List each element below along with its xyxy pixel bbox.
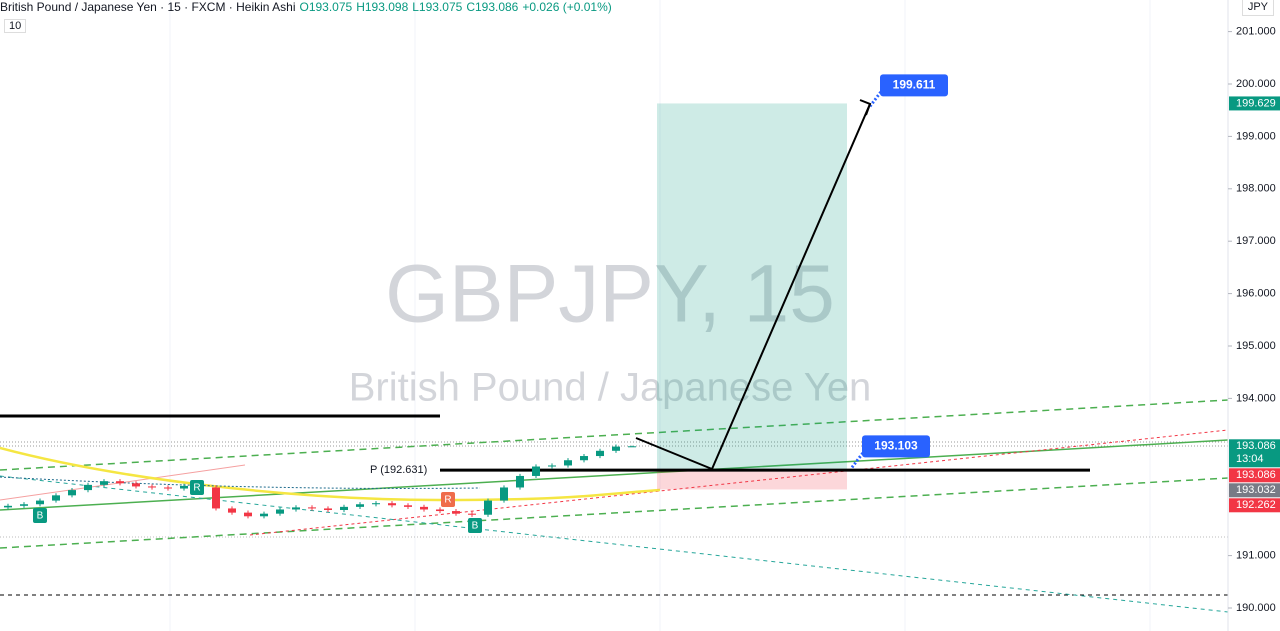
candle-body bbox=[260, 513, 268, 517]
candle-body bbox=[484, 500, 492, 515]
projection-arrow bbox=[635, 103, 871, 471]
price-label-box bbox=[1229, 439, 1280, 468]
y-tick-label: 197.000 bbox=[1236, 235, 1276, 247]
position: P (192.631) 199.611 193.103 bbox=[370, 74, 1090, 490]
moving-average bbox=[0, 446, 661, 502]
stop-zone bbox=[657, 470, 847, 490]
watermark-ticker: GBPJPY, 15 bbox=[385, 249, 835, 340]
candle-body bbox=[452, 511, 460, 514]
candle-body bbox=[148, 486, 156, 488]
ohlc: H193.098 bbox=[356, 0, 409, 14]
y-tick-label: 198.000 bbox=[1236, 183, 1276, 195]
candle-body bbox=[548, 465, 556, 467]
candle-body bbox=[580, 456, 588, 461]
signal: R bbox=[193, 483, 200, 494]
callout-label: 199.611 bbox=[893, 78, 936, 92]
candle-body bbox=[356, 504, 364, 507]
candle-body bbox=[596, 450, 604, 457]
callout-box bbox=[862, 435, 930, 458]
candle-body bbox=[420, 506, 428, 510]
moving-average bbox=[0, 476, 481, 489]
price-label-box bbox=[1229, 468, 1280, 483]
candle-body bbox=[84, 484, 92, 491]
ohlc: L193.075 bbox=[412, 0, 463, 14]
price-label: 193.086 bbox=[1236, 440, 1276, 452]
ohlc: C193.086 bbox=[466, 0, 519, 14]
channel-bottom bbox=[0, 477, 1229, 549]
candle-body bbox=[612, 446, 620, 451]
candle-body bbox=[404, 505, 412, 507]
candle-body bbox=[68, 490, 76, 496]
target-zone bbox=[657, 103, 847, 471]
y-tick-label: 200.000 bbox=[1236, 78, 1276, 90]
header: British Pound / Japanese Yen · 15 · FXCM… bbox=[0, 0, 616, 14]
candle-body bbox=[628, 446, 636, 448]
price-label-box bbox=[1229, 498, 1280, 513]
candle-body bbox=[228, 508, 236, 513]
y-tick-label: 194.000 bbox=[1236, 392, 1276, 404]
currency-button[interactable]: JPY bbox=[1241, 0, 1274, 16]
arrowhead bbox=[859, 99, 872, 116]
price-axis: 190.000 191.000 194.000 195.000 196.000 197.0… bbox=[1228, 26, 1280, 614]
candle-body bbox=[516, 475, 524, 488]
watermark-name: British Pound / Japanese Yen bbox=[349, 366, 872, 410]
price-label: 193.086 bbox=[1236, 469, 1276, 481]
candle-body bbox=[308, 507, 316, 509]
candle-body bbox=[372, 503, 380, 505]
trend-line bbox=[0, 475, 1229, 613]
candle-body bbox=[388, 503, 396, 506]
grid bbox=[169, 0, 1151, 631]
candle-body bbox=[340, 506, 348, 511]
signals: B R R B bbox=[33, 480, 482, 533]
candle-body bbox=[36, 500, 44, 505]
y-tick-label: 191.000 bbox=[1236, 550, 1276, 562]
trend-line bbox=[249, 429, 1229, 536]
y-tick-label: 190.000 bbox=[1236, 602, 1276, 614]
candles bbox=[4, 444, 636, 519]
candle-body bbox=[564, 460, 572, 466]
candle-body bbox=[276, 509, 284, 514]
candle-body bbox=[164, 487, 172, 489]
candle-body bbox=[532, 466, 540, 476]
candle-body bbox=[20, 504, 28, 506]
price-label-box bbox=[1229, 96, 1280, 111]
price-label: 199.629 bbox=[1236, 97, 1276, 109]
symbol: British Pound / Japanese Yen · 15 · FXCM… bbox=[0, 0, 296, 14]
y-tick-label: 199.000 bbox=[1236, 130, 1276, 142]
pivot-label: P (192.631) bbox=[370, 464, 427, 476]
callout-box bbox=[880, 74, 948, 97]
candle-body bbox=[4, 505, 12, 508]
price-label-box bbox=[1229, 483, 1280, 498]
channel-mid bbox=[0, 439, 1229, 511]
price-label: 193.032 bbox=[1236, 484, 1276, 496]
candle-body bbox=[468, 513, 476, 515]
candle-body bbox=[212, 487, 220, 509]
y-tick-label: 196.000 bbox=[1236, 288, 1276, 300]
y-tick-label: 195.000 bbox=[1236, 340, 1276, 352]
price-label-time: 13:04 bbox=[1236, 453, 1264, 465]
candle-body bbox=[180, 485, 188, 489]
callout-label: 193.103 bbox=[874, 439, 918, 453]
candle-body bbox=[324, 508, 332, 511]
candle-body bbox=[244, 512, 252, 517]
channel-top bbox=[0, 399, 1229, 471]
signal: R bbox=[444, 495, 451, 506]
candle-body bbox=[100, 481, 108, 485]
price-label: 192.262 bbox=[1236, 499, 1276, 511]
candle-body bbox=[52, 495, 60, 501]
indicator-toggle[interactable]: 10 bbox=[4, 19, 27, 33]
candle-body bbox=[292, 507, 300, 510]
ohlc: +0.026 (+0.01%) bbox=[522, 0, 612, 14]
y-tick-label: 201.000 bbox=[1236, 26, 1276, 38]
candle-body bbox=[500, 487, 508, 501]
signal: B bbox=[472, 521, 479, 532]
ohlc: O193.075 bbox=[299, 0, 353, 14]
candle-body bbox=[436, 509, 444, 512]
signal: B bbox=[37, 511, 44, 522]
candle-body bbox=[132, 483, 140, 487]
candle-body bbox=[116, 481, 124, 484]
